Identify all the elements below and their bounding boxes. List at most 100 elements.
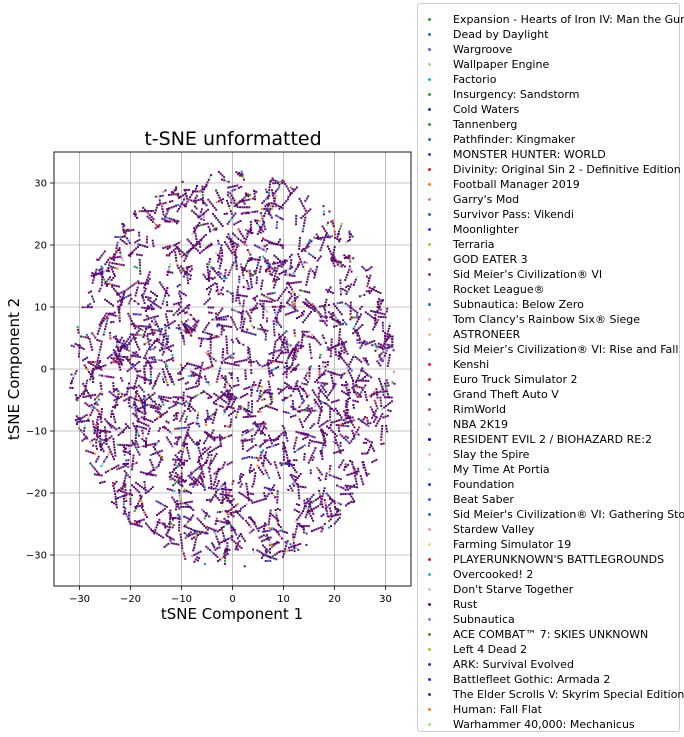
data-point <box>113 399 116 402</box>
data-point <box>307 499 310 502</box>
data-point <box>181 450 184 453</box>
data-point <box>210 363 213 366</box>
data-point <box>293 332 296 335</box>
data-point <box>229 421 232 424</box>
data-point <box>240 492 243 495</box>
data-point <box>257 327 260 330</box>
data-point <box>253 210 256 213</box>
data-point <box>260 212 263 215</box>
data-point <box>292 299 295 302</box>
data-point <box>210 360 213 363</box>
data-point <box>215 520 218 523</box>
data-point <box>266 300 269 303</box>
data-point <box>272 494 275 497</box>
data-point <box>226 405 229 408</box>
data-point <box>215 447 218 450</box>
data-point <box>268 300 271 303</box>
data-point <box>160 521 163 524</box>
data-point <box>163 545 166 548</box>
data-point <box>353 437 356 440</box>
data-point <box>225 408 228 411</box>
data-point <box>165 505 168 508</box>
data-point <box>122 497 125 500</box>
data-point <box>193 229 196 232</box>
data-point <box>249 308 252 311</box>
data-point <box>142 325 145 328</box>
data-point <box>184 382 187 385</box>
data-point <box>284 541 287 544</box>
data-point <box>311 389 314 392</box>
data-point <box>293 294 296 297</box>
data-point <box>181 180 184 183</box>
data-point <box>189 400 192 403</box>
data-point <box>269 214 272 217</box>
data-point <box>286 346 289 349</box>
data-point <box>98 269 101 272</box>
data-point <box>355 480 358 483</box>
data-point <box>302 301 305 304</box>
data-point <box>205 431 208 434</box>
data-point <box>302 525 305 528</box>
data-point <box>216 313 219 316</box>
data-point <box>170 474 173 477</box>
data-point <box>228 247 231 250</box>
data-point <box>329 355 332 358</box>
data-point <box>207 418 210 421</box>
data-point <box>259 432 262 435</box>
data-point <box>348 268 351 271</box>
data-point <box>215 335 218 338</box>
data-point <box>142 282 145 285</box>
data-point <box>294 388 297 391</box>
data-point <box>224 560 227 563</box>
data-point <box>196 240 199 243</box>
data-point <box>189 387 192 390</box>
data-point <box>297 516 300 519</box>
data-point <box>264 205 267 208</box>
data-point <box>184 330 187 333</box>
data-point <box>296 296 299 299</box>
data-point <box>309 348 312 351</box>
data-point <box>207 486 210 489</box>
data-point <box>94 366 97 369</box>
data-point <box>145 418 148 421</box>
data-point <box>169 516 172 519</box>
data-point <box>338 353 341 356</box>
data-point <box>177 436 180 439</box>
data-point <box>226 549 229 552</box>
data-point <box>198 377 201 380</box>
data-point <box>195 324 198 327</box>
data-point <box>138 231 141 234</box>
data-point <box>275 514 278 517</box>
data-point <box>200 457 203 460</box>
data-point <box>113 274 116 277</box>
data-point <box>191 554 194 557</box>
data-point <box>217 273 220 276</box>
data-point <box>354 433 357 436</box>
data-point <box>169 520 172 523</box>
data-point <box>207 415 210 418</box>
data-point <box>99 382 102 385</box>
data-point <box>303 268 306 271</box>
data-point <box>263 207 266 210</box>
data-point <box>308 459 311 462</box>
data-point <box>146 246 149 249</box>
data-point <box>360 313 363 316</box>
data-point <box>176 505 179 508</box>
data-point <box>292 390 295 393</box>
data-point <box>120 487 123 490</box>
data-point <box>140 471 143 474</box>
data-point <box>370 441 373 444</box>
data-point <box>290 549 293 552</box>
data-point <box>231 538 234 541</box>
data-point <box>69 386 72 389</box>
data-point <box>274 262 277 265</box>
data-point <box>378 377 381 380</box>
data-point <box>323 306 326 309</box>
data-point <box>270 401 273 404</box>
data-point <box>181 267 184 270</box>
data-point <box>256 264 259 267</box>
data-point <box>384 352 387 355</box>
data-point <box>150 361 153 364</box>
data-point <box>270 242 273 245</box>
data-point <box>152 342 155 345</box>
